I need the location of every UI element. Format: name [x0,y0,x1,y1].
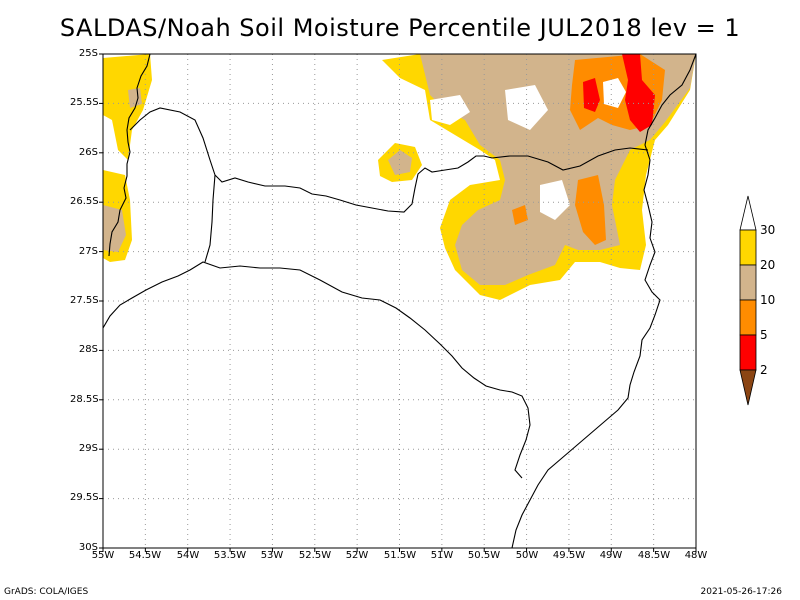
lat-label: 26.5S [70,196,99,207]
lat-label: 25.5S [70,97,99,108]
legend-label: 5 [760,328,768,342]
legend-colorbar [739,195,757,406]
lon-label: 50.5W [467,550,501,561]
legend-label: 30 [760,223,776,237]
shade-hole-ring [603,78,626,108]
lon-label: 51W [430,550,454,561]
shade-hole-3 [540,180,570,220]
lon-label: 49W [599,550,623,561]
lon-label: 52.5W [298,550,332,561]
lat-label: 29.5S [70,492,99,503]
legend-label: 20 [760,258,776,272]
political-borders [103,54,696,548]
lon-label: 48W [684,550,708,561]
shade-hole-1 [430,95,470,125]
legend-arrow-top [739,195,757,231]
lon-label: 55W [91,550,115,561]
axis-ticks [99,53,697,552]
lat-label: 28S [78,344,98,355]
state-border-pr-sc [129,107,649,213]
lat-label: 27S [78,246,98,257]
lon-label: 52W [345,550,369,561]
shade-east-orange-3 [512,205,528,225]
legend-label: 2 [760,363,768,377]
legend-label: 10 [760,293,776,307]
legend-box-10-20 [739,264,757,301]
lat-label: 25S [78,48,98,59]
legend-box-2-5 [739,334,757,371]
shade-hole-2 [505,85,548,130]
percentile-shading [103,54,696,300]
lat-label: 30S [78,542,98,553]
legend-box-20-30 [739,229,757,266]
lon-label: 48.5W [637,550,671,561]
lat-label: 27.5S [70,295,99,306]
shade-east-orange-2 [575,175,606,245]
map-title: SALDAS/Noah Soil Moisture Percentile JUL… [59,14,741,42]
lon-label: 53.5W [213,550,247,561]
lon-label: 51.5W [383,550,417,561]
shade-east-red-2 [622,54,655,132]
legend-arrow-bottom [739,369,757,406]
shade-east-red [583,78,600,112]
lat-label: 28.5S [70,394,99,405]
footer-credit: GrADS: COLA/IGES [4,587,89,597]
lon-label: 49.5W [552,550,586,561]
lat-label: 26S [78,147,98,158]
shade-mid-tan [388,150,412,175]
lon-label: 54.5W [128,550,162,561]
international-border [108,54,151,257]
lon-label: 53W [260,550,284,561]
lon-label: 54W [176,550,200,561]
lat-label: 29S [78,443,98,454]
legend-box-5-10 [739,299,757,336]
footer-timestamp: 2021-05-26-17:26 [700,587,783,597]
coastline [511,54,696,548]
lon-label: 50W [515,550,539,561]
state-border-west [204,174,216,263]
state-border-sc-rs [103,261,531,479]
